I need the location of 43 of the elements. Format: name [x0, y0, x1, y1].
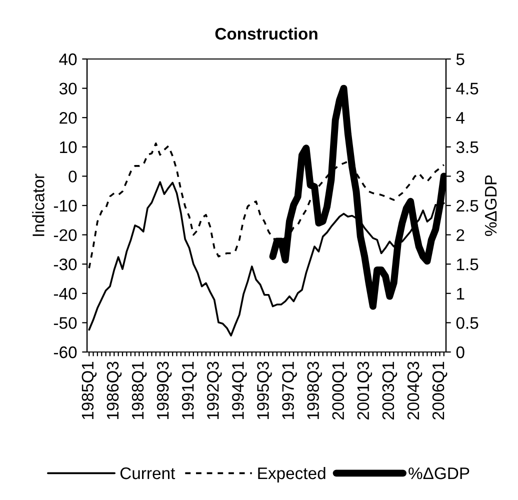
y-tick-label: -20	[54, 229, 77, 242]
y2-tick-label: 1	[456, 288, 464, 300]
x-tick-label: 1994Q1	[232, 362, 247, 420]
y-axis-title: Indicator	[32, 174, 44, 236]
legend-label: %ΔGDP	[408, 467, 470, 480]
x-tick-label: 1997Q1	[282, 362, 297, 420]
y2-tick-label: 4	[456, 112, 464, 124]
x-tick-label: 1986Q3	[106, 362, 122, 420]
x-tick-label: 1992Q3	[207, 362, 222, 420]
y-tick-label: -50	[54, 317, 77, 329]
x-tick-label: 1989Q3	[156, 362, 172, 420]
y-tick-label: -10	[54, 200, 77, 212]
x-tick-label: 2000Q1	[332, 362, 348, 420]
y-tick-label: 10	[60, 141, 77, 154]
y2-tick-label: 4.5	[456, 82, 478, 95]
y2-tick-label: 0.5	[456, 317, 478, 329]
y2-tick-label: 3.5	[456, 141, 478, 154]
y2-tick-label: 2.5	[456, 200, 478, 212]
x-tick-label: 1995Q3	[257, 362, 272, 420]
y2-tick-label: 3	[456, 170, 464, 182]
x-tick-label: 2004Q3	[407, 362, 422, 420]
y2-axis-title: %ΔGDP	[484, 175, 497, 236]
x-tick-label: 1988Q1	[132, 362, 147, 420]
legend-label: Current	[120, 467, 176, 480]
x-tick-label: 1991Q1	[182, 362, 197, 420]
legend-label: Expected	[258, 466, 326, 482]
y2-tick-label: 0	[456, 346, 464, 358]
x-tick-label: 2003Q1	[382, 362, 398, 420]
x-tick-label: 2001Q3	[357, 362, 372, 420]
y2-tick-label: 5	[456, 54, 464, 66]
x-tick-label: 2006Q1	[432, 362, 448, 420]
y-tick-label: 30	[59, 82, 77, 95]
x-tick-label: 1985Q1	[82, 362, 97, 420]
y-tick-label: -40	[54, 288, 77, 300]
y-tick-label: 20	[60, 112, 77, 124]
chart-title: Construction	[215, 27, 318, 40]
x-tick-label: 1998Q3	[307, 362, 322, 420]
y2-tick-label: 2	[456, 229, 464, 241]
y-tick-label: -30	[54, 258, 77, 270]
y-tick-label: 0	[68, 170, 77, 182]
y2-tick-label: 1.5	[456, 258, 478, 270]
y-tick-label: 40	[59, 53, 77, 66]
y-tick-label: -60	[54, 346, 77, 358]
